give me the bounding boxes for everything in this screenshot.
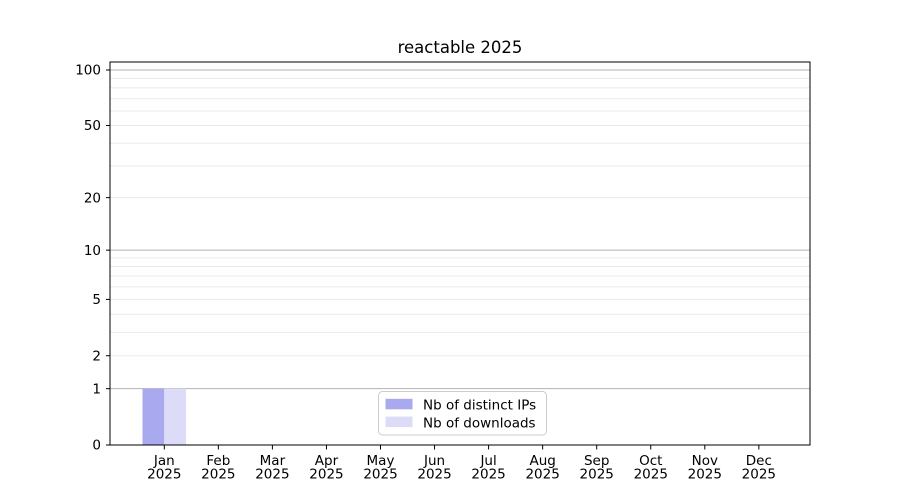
y-tick-label: 5: [92, 292, 101, 308]
x-tick-month-label: Apr: [315, 453, 339, 469]
x-tick-year-label: 2025: [634, 467, 668, 483]
legend-box: [378, 391, 547, 436]
y-tick-label: 50: [84, 118, 101, 134]
x-tick-year-label: 2025: [147, 467, 181, 483]
x-tick-month-label: Dec: [746, 453, 772, 469]
x-tick-year-label: 2025: [309, 467, 343, 483]
x-tick-month-label: May: [367, 453, 395, 469]
plot-border: [109, 61, 811, 446]
x-tick-month-label: Mar: [260, 453, 286, 469]
x-tick-month-label: Jul: [479, 453, 496, 469]
legend-swatch: [385, 416, 413, 428]
y-tick-label: 20: [84, 190, 101, 206]
axes-layer: 0125102050100Jan2025Feb2025Mar2025Apr202…: [75, 61, 811, 483]
x-tick-year-label: 2025: [417, 467, 451, 483]
bar-nb-of-downloads-jan: [164, 388, 187, 445]
y-tick-label: 1: [92, 381, 101, 397]
x-tick-month-label: Oct: [639, 453, 662, 469]
y-tick-label: 100: [75, 63, 101, 79]
x-tick-month-label: Feb: [206, 453, 230, 469]
y-tick-label: 10: [84, 243, 101, 259]
y-tick-label: 2: [92, 348, 101, 364]
bar-nb-of-distinct-ips-jan: [142, 388, 165, 445]
x-tick-month-label: Jun: [423, 453, 445, 469]
x-tick-year-label: 2025: [688, 467, 722, 483]
y-tick-label: 0: [92, 438, 101, 454]
x-tick-year-label: 2025: [363, 467, 397, 483]
legend-label: Nb of distinct IPs: [423, 398, 536, 414]
x-tick-year-label: 2025: [580, 467, 614, 483]
legend-label: Nb of downloads: [423, 415, 536, 431]
x-tick-year-label: 2025: [255, 467, 289, 483]
legend-swatch: [385, 398, 413, 410]
x-tick-year-label: 2025: [525, 467, 559, 483]
x-tick-month-label: Sep: [584, 453, 609, 469]
x-tick-year-label: 2025: [742, 467, 776, 483]
x-tick-month-label: Nov: [692, 453, 718, 469]
x-tick-year-label: 2025: [201, 467, 235, 483]
chart-title: reactable 2025: [398, 38, 523, 57]
gridlines-layer: [110, 69, 810, 390]
x-tick-year-label: 2025: [471, 467, 505, 483]
x-tick-month-label: Aug: [529, 453, 555, 469]
bars-layer: [142, 388, 187, 445]
x-tick-month-label: Jan: [153, 453, 175, 469]
